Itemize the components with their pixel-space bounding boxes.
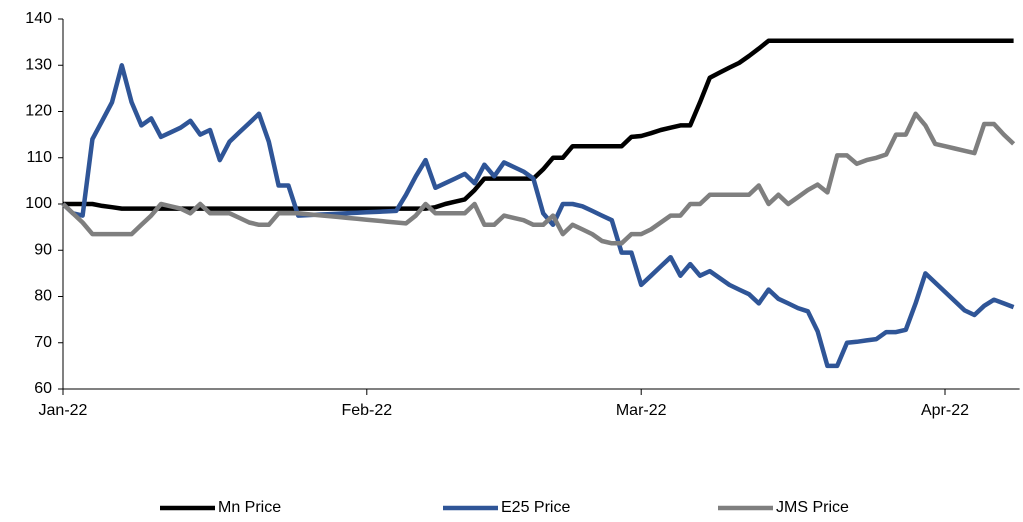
y-tick-label: 70 bbox=[34, 334, 52, 351]
x-tick-label: Feb-22 bbox=[341, 402, 392, 419]
x-tick-label: Apr-22 bbox=[921, 402, 969, 419]
legend-label: JMS Price bbox=[776, 499, 849, 516]
legend-label: Mn Price bbox=[218, 499, 281, 516]
y-tick-label: 100 bbox=[25, 195, 52, 212]
x-tick-label: Jan-22 bbox=[39, 402, 88, 419]
y-tick-label: 110 bbox=[26, 149, 52, 166]
series-line bbox=[63, 38, 1014, 211]
y-tick-label: 80 bbox=[34, 288, 52, 305]
y-tick-label: 90 bbox=[34, 241, 52, 258]
x-tick-label: Mar-22 bbox=[616, 402, 667, 419]
y-tick-label: 130 bbox=[25, 56, 52, 73]
y-tick-label: 120 bbox=[25, 103, 52, 120]
legend-label: E25 Price bbox=[501, 499, 570, 516]
y-tick-label: 140 bbox=[25, 10, 52, 27]
y-tick-label: 60 bbox=[34, 380, 52, 397]
series-line bbox=[61, 111, 1016, 246]
series-line bbox=[61, 63, 1015, 369]
